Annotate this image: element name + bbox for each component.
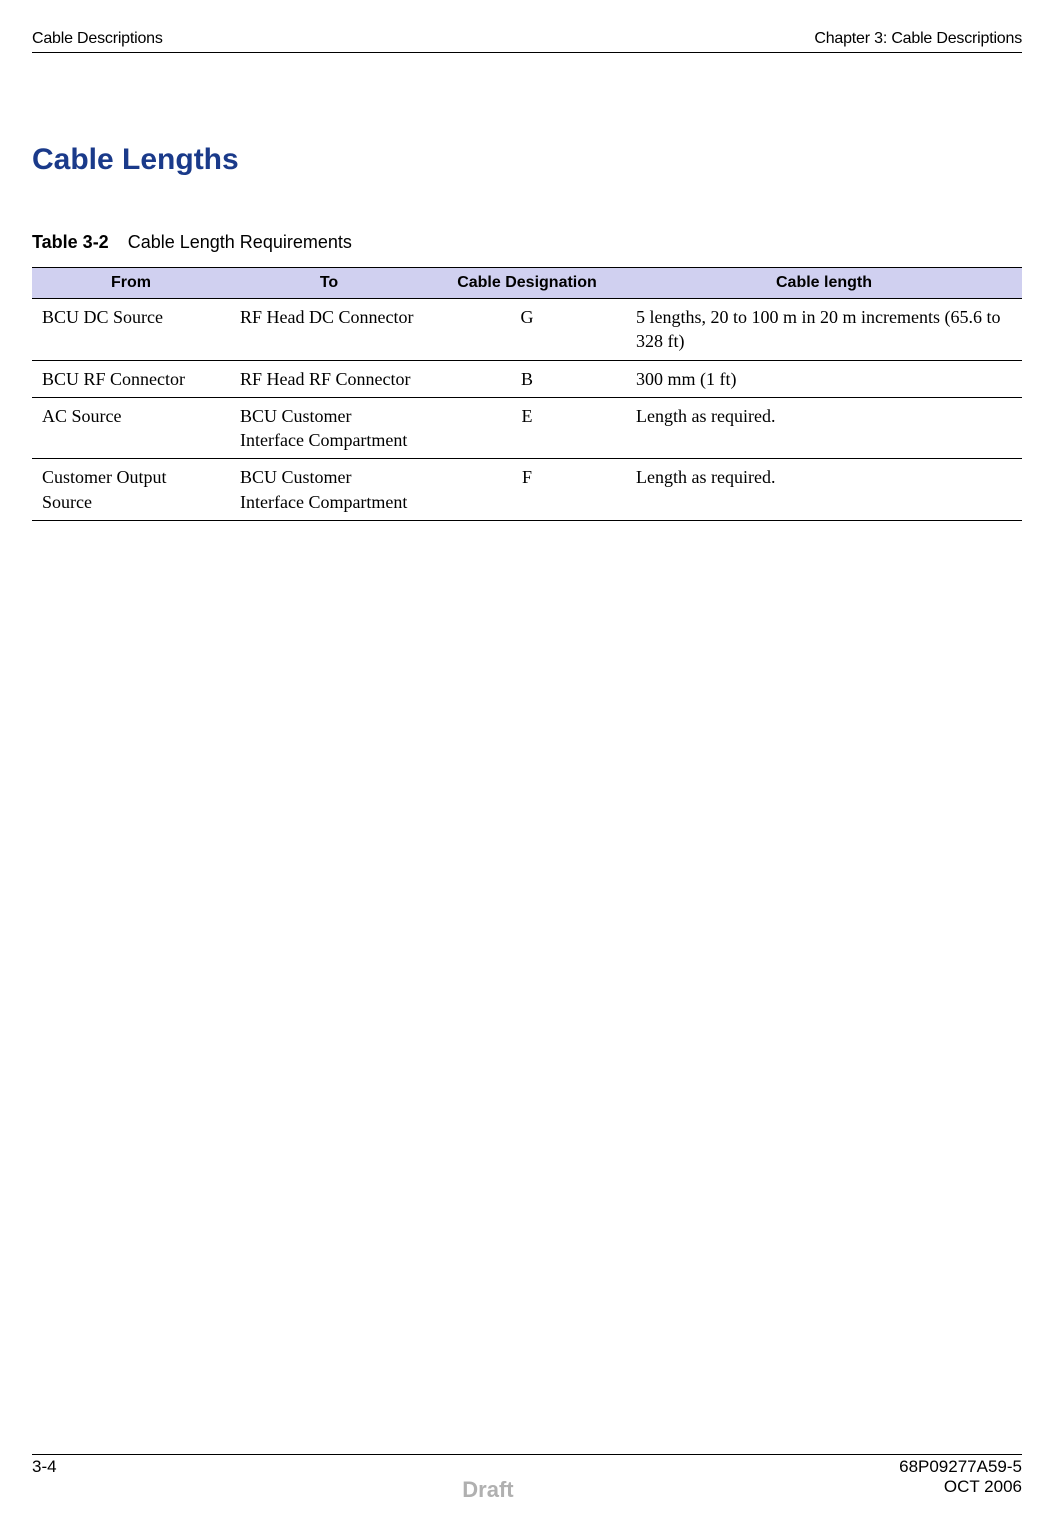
cable-length-table: From To Cable Designation Cable length B… bbox=[32, 267, 1022, 521]
table-number: Table 3-2 bbox=[32, 232, 109, 252]
footer-watermark: Draft bbox=[32, 1477, 944, 1503]
table-caption: Table 3-2 Cable Length Requirements bbox=[32, 232, 1022, 253]
cell-designation: B bbox=[428, 360, 626, 397]
table-row: AC Source BCU Customer Interface Compart… bbox=[32, 397, 1022, 459]
col-header-from: From bbox=[32, 268, 230, 299]
col-header-length: Cable length bbox=[626, 268, 1022, 299]
page-header: Cable Descriptions Chapter 3: Cable Desc… bbox=[32, 30, 1022, 48]
cell-length: Length as required. bbox=[626, 397, 1022, 459]
cell-from: Customer Output Source bbox=[32, 459, 230, 521]
cell-length: 300 mm (1 ft) bbox=[626, 360, 1022, 397]
table-row: BCU RF Connector RF Head RF Connector B … bbox=[32, 360, 1022, 397]
header-rule bbox=[32, 52, 1022, 53]
cell-to: RF Head DC Connector bbox=[230, 299, 428, 361]
header-right: Chapter 3: Cable Descriptions bbox=[814, 30, 1022, 48]
table-row: BCU DC Source RF Head DC Connector G 5 l… bbox=[32, 299, 1022, 361]
cell-length: Length as required. bbox=[626, 459, 1022, 521]
cell-from: AC Source bbox=[32, 397, 230, 459]
table-title: Cable Length Requirements bbox=[128, 232, 352, 252]
cell-designation: E bbox=[428, 397, 626, 459]
cell-designation: F bbox=[428, 459, 626, 521]
cell-length: 5 lengths, 20 to 100 m in 20 m increment… bbox=[626, 299, 1022, 361]
page-footer: 3-4 68P09277A59-5 Draft OCT 2006 bbox=[32, 1454, 1022, 1503]
table-header-row: From To Cable Designation Cable length bbox=[32, 268, 1022, 299]
footer-page-number: 3-4 bbox=[32, 1457, 57, 1477]
table-row: Customer Output Source BCU Customer Inte… bbox=[32, 459, 1022, 521]
header-left: Cable Descriptions bbox=[32, 30, 163, 48]
cell-from: BCU DC Source bbox=[32, 299, 230, 361]
footer-date: OCT 2006 bbox=[944, 1477, 1022, 1503]
cell-from: BCU RF Connector bbox=[32, 360, 230, 397]
footer-rule bbox=[32, 1454, 1022, 1455]
cell-designation: G bbox=[428, 299, 626, 361]
section-title: Cable Lengths bbox=[32, 143, 1022, 177]
cell-to: RF Head RF Connector bbox=[230, 360, 428, 397]
footer-doc-number: 68P09277A59-5 bbox=[899, 1457, 1022, 1477]
cell-to: BCU Customer Interface Compartment bbox=[230, 397, 428, 459]
col-header-to: To bbox=[230, 268, 428, 299]
cell-to: BCU Customer Interface Compartment bbox=[230, 459, 428, 521]
col-header-designation: Cable Designation bbox=[428, 268, 626, 299]
